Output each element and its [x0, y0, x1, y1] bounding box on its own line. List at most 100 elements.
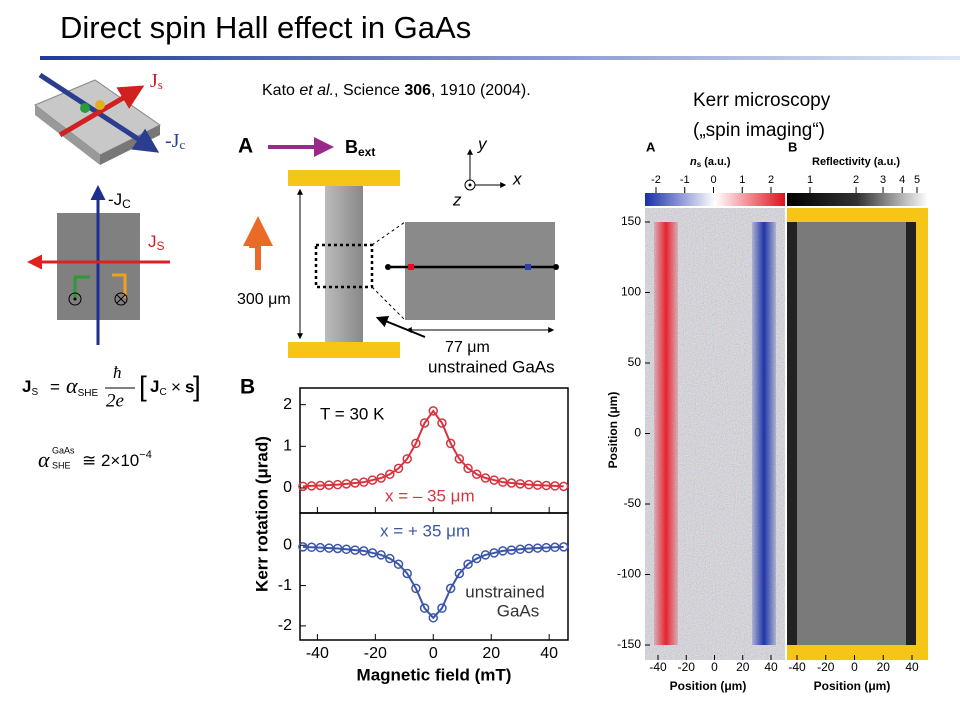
x-axis-label: Magnetic field (mT): [357, 665, 512, 684]
y-tick-label: -150: [617, 637, 641, 651]
data-point: [393, 463, 404, 474]
y-tick-label: 0: [283, 536, 292, 553]
data-point: [445, 438, 456, 449]
spin: [73, 275, 90, 300]
svg-text:=: =: [50, 377, 60, 396]
x-tick-label: 0: [429, 645, 438, 662]
colorbar-label: n: [690, 156, 697, 168]
data-point: [402, 568, 412, 579]
y-tick-label: 1: [283, 438, 292, 455]
data-point: [506, 545, 517, 555]
x-tick-label: 0: [711, 660, 718, 674]
data-point: [437, 418, 447, 428]
colorbar-tick-label: 0: [710, 174, 716, 186]
data-point: [489, 548, 499, 558]
data-point: [332, 479, 343, 490]
data-point: [463, 559, 473, 569]
data-point: [341, 479, 352, 489]
annotation: T = 30 K: [320, 404, 385, 423]
data-point: [385, 469, 395, 479]
data-point: [471, 553, 482, 564]
panel-label: A: [238, 135, 253, 158]
data-point: [332, 543, 343, 554]
data-point: [515, 479, 525, 489]
y-tick-label: 0: [283, 479, 292, 496]
colorbar-tick-label: 2: [768, 174, 774, 186]
label: x: [512, 169, 522, 188]
svg-text:≅ 2×10−4: ≅ 2×10−4: [82, 449, 152, 471]
y-tick-label: 50: [628, 355, 642, 369]
label: Bext: [345, 137, 375, 159]
x-tick-label: 20: [482, 645, 500, 662]
svg-text:αSHE: αSHE: [66, 373, 98, 399]
colorbar-tick-label: 5: [914, 174, 920, 186]
data-point: [411, 438, 421, 449]
annotation: GaAs: [497, 601, 540, 620]
label: JS: [148, 232, 165, 253]
svg-text:×: ×: [171, 377, 181, 396]
panel-label: B: [788, 139, 797, 154]
svg-text:]: ]: [193, 370, 201, 401]
label: E: [248, 232, 260, 252]
colorbar-label: (a.u.): [701, 156, 731, 168]
data-point: [402, 454, 412, 464]
data-point: [437, 603, 447, 613]
label: z: [452, 190, 462, 209]
title-rule: [40, 56, 960, 60]
y-tick-label: -50: [624, 496, 642, 510]
colorbar-label: s: [697, 160, 702, 169]
device-diagram: [243, 137, 559, 358]
data-point: [411, 583, 421, 594]
data-point: [428, 613, 439, 623]
annotation: unstrained: [465, 582, 544, 601]
data-point: [480, 473, 491, 483]
data-point: [358, 477, 369, 487]
data-point: [419, 418, 430, 428]
data-point: [515, 544, 525, 555]
dot: [73, 297, 77, 301]
y-axis-label: Position (μm): [606, 392, 620, 469]
data-point: [498, 477, 508, 487]
kerr-image: [645, 193, 928, 660]
colorbar-tick-label: -1: [680, 174, 690, 186]
colorbar-tick-label: 4: [899, 174, 905, 186]
label: y: [477, 134, 488, 153]
label: -JC: [108, 190, 131, 211]
svg-text:2e: 2e: [106, 390, 124, 411]
data-point: [445, 583, 456, 594]
y-tick-label: 100: [621, 285, 641, 299]
x-tick-label: 20: [877, 660, 891, 674]
kerr-heading: („spin imaging“): [693, 120, 825, 141]
svg-text:[: [: [139, 370, 147, 401]
colorbar-label: ns (a.u.): [690, 156, 731, 169]
colorbar-tick-label: 3: [880, 174, 886, 186]
svg-text:s: s: [185, 377, 194, 396]
data-point: [358, 546, 369, 556]
data-point: [463, 463, 473, 474]
data-point: [498, 546, 508, 556]
data-point: [480, 550, 491, 560]
data-point: [367, 475, 378, 485]
svg-text:JC: JC: [150, 377, 167, 397]
x-tick-label: 40: [764, 660, 778, 674]
plot-frame: [299, 512, 569, 641]
svg-text:GaAs: GaAs: [52, 445, 75, 455]
device-3d: [34, 72, 161, 165]
data-point: [341, 544, 352, 555]
label: 77 μm: [445, 339, 490, 356]
data-point: [558, 481, 569, 492]
svg-text:ħ: ħ: [113, 363, 122, 382]
fit-line: [302, 409, 564, 488]
citation: Kato et al., Science 306, 1910 (2004).: [262, 82, 531, 99]
y-axis-label: Kerr rotation (μrad): [252, 436, 271, 592]
data-point: [419, 603, 430, 613]
svg-text:JS: JS: [22, 377, 38, 397]
x-tick-label: -40: [788, 660, 806, 674]
y-tick-label: -100: [617, 567, 641, 581]
panel-label: B: [240, 376, 255, 399]
panel-label: A: [646, 139, 656, 154]
data-point: [558, 542, 569, 552]
x-tick-label: -20: [364, 645, 387, 662]
fit-line: [302, 545, 564, 620]
data-point: [393, 559, 404, 569]
